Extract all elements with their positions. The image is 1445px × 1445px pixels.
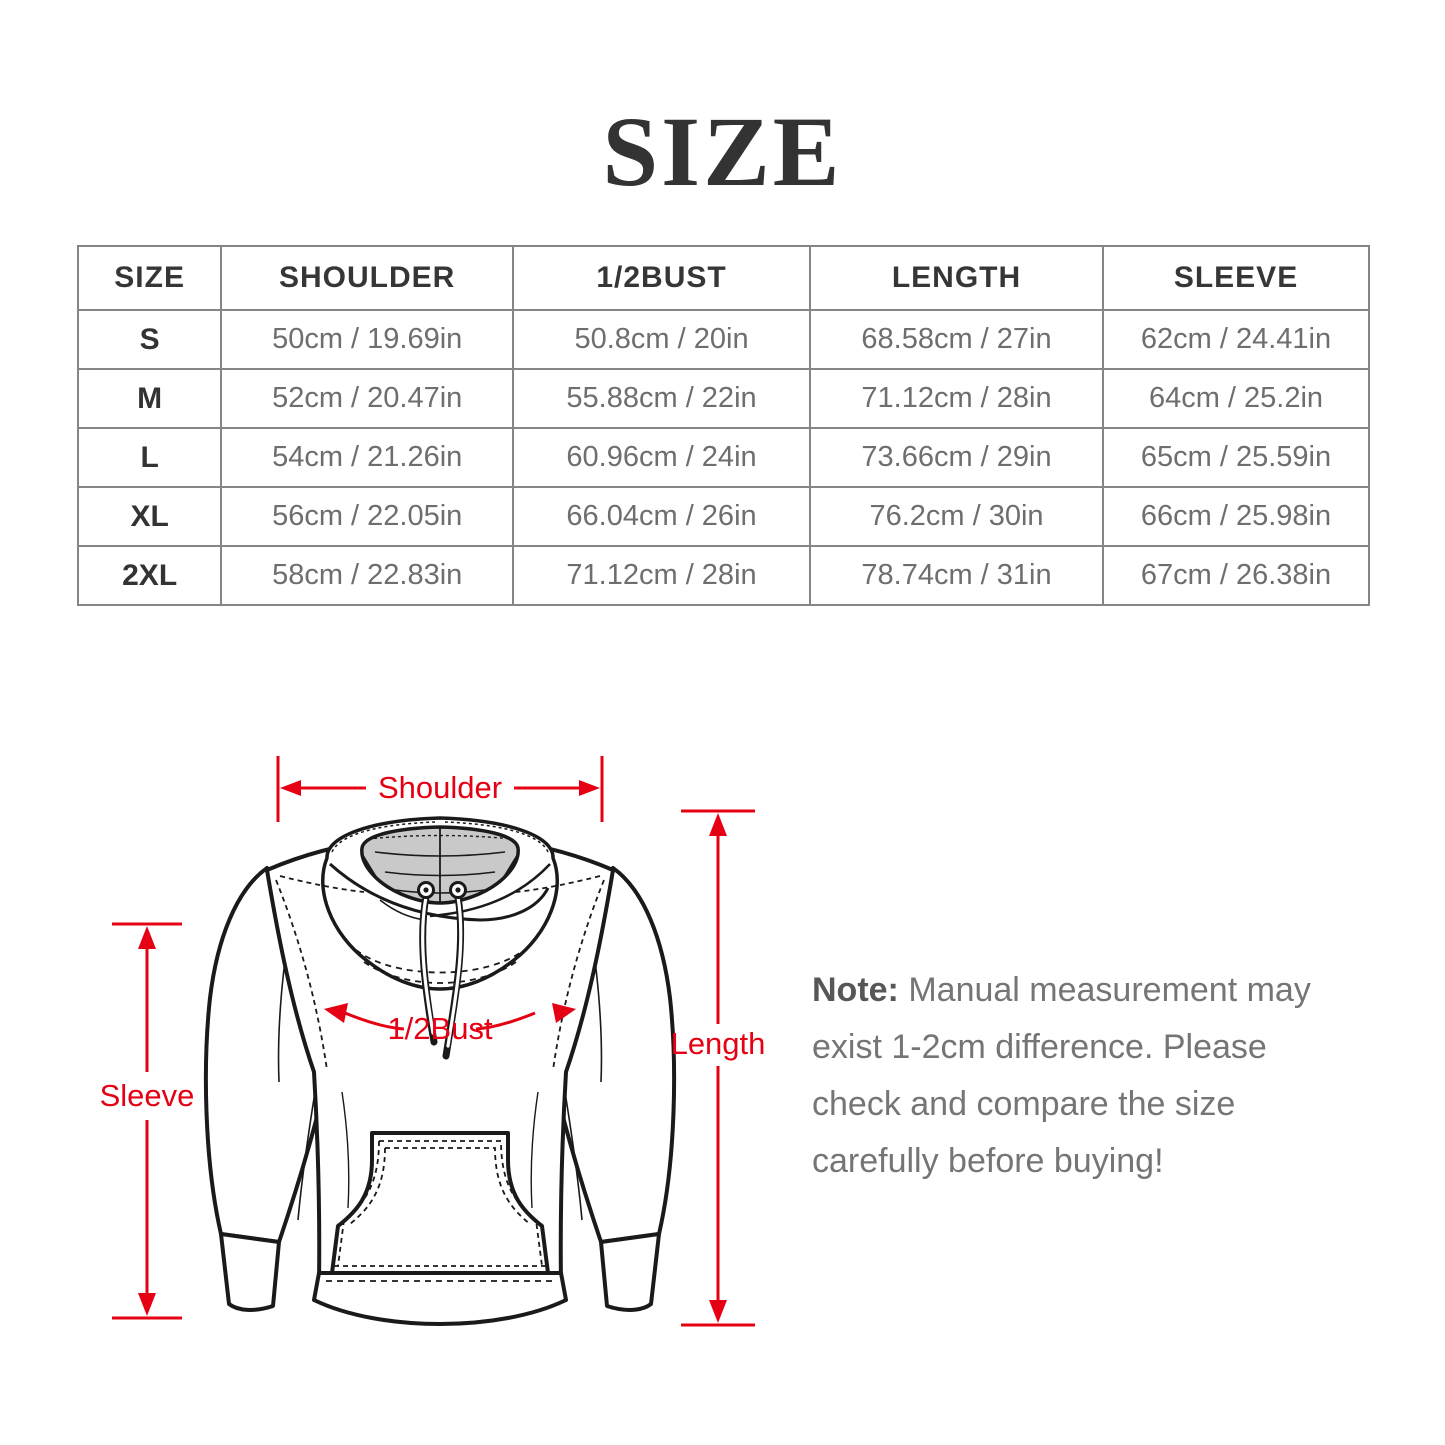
length-measure-arrow bbox=[681, 809, 755, 1327]
col-header-sleeve: SLEEVE bbox=[1102, 245, 1370, 311]
cell-size: L bbox=[76, 427, 223, 488]
cell-size: S bbox=[76, 309, 223, 370]
note-text: Manual measurement may bbox=[898, 971, 1311, 1009]
sleeve-measure-arrow bbox=[112, 922, 182, 1320]
kangaroo-pocket bbox=[330, 1131, 550, 1275]
cell-shoulder: 54cm / 21.26in bbox=[220, 427, 515, 488]
shoulder-label: Shoulder bbox=[378, 770, 502, 805]
cell-bust: 50.8cm / 20in bbox=[512, 309, 811, 370]
note-line: check and compare the size bbox=[812, 1085, 1236, 1123]
half-bust-label: 1/2Bust bbox=[387, 1011, 493, 1046]
hoodie-measurement-diagram: Shoulder 1/2Bust Sleeve Length bbox=[80, 740, 780, 1360]
drawstrings bbox=[417, 881, 467, 1060]
cell-shoulder: 50cm / 19.69in bbox=[220, 309, 515, 370]
cell-sleeve: 65cm / 25.59in bbox=[1102, 427, 1370, 488]
cell-length: 78.74cm / 31in bbox=[808, 545, 1105, 606]
table-row-2xl: 2XL 58cm / 22.83in 71.12cm / 28in 78.74c… bbox=[76, 545, 1370, 606]
cell-sleeve: 64cm / 25.2in bbox=[1102, 368, 1370, 429]
header-row: SIZE SHOULDER 1/2BUST LENGTH SLEEVE bbox=[76, 245, 1370, 311]
hood-collar bbox=[321, 816, 559, 991]
col-header-bust: 1/2BUST bbox=[512, 245, 811, 311]
hoodie-line-art: Shoulder 1/2Bust Sleeve Length bbox=[100, 756, 766, 1327]
shoulder-measure-arrow bbox=[276, 756, 604, 822]
page-title: SIZE bbox=[602, 96, 843, 207]
table-row-l: L 54cm / 21.26in 60.96cm / 24in 73.66cm … bbox=[76, 427, 1370, 488]
cell-size: XL bbox=[76, 486, 223, 547]
cell-bust: 71.12cm / 28in bbox=[512, 545, 811, 606]
cell-shoulder: 58cm / 22.83in bbox=[220, 545, 515, 606]
col-header-shoulder: SHOULDER bbox=[220, 245, 515, 311]
col-header-length: LENGTH bbox=[808, 245, 1105, 311]
cell-bust: 55.88cm / 22in bbox=[512, 368, 811, 429]
cell-sleeve: 62cm / 24.41in bbox=[1102, 309, 1370, 370]
note-line: exist 1-2cm difference. Please bbox=[812, 1028, 1267, 1066]
cell-sleeve: 66cm / 25.98in bbox=[1102, 486, 1370, 547]
table-row-m: M 52cm / 20.47in 55.88cm / 22in 71.12cm … bbox=[76, 368, 1370, 429]
table-row-xl: XL 56cm / 22.05in 66.04cm / 26in 76.2cm … bbox=[76, 486, 1370, 547]
sleeve-label: Sleeve bbox=[100, 1078, 195, 1113]
cell-length: 73.66cm / 29in bbox=[808, 427, 1105, 488]
measurement-note: Note: Manual measurement may exist 1-2cm… bbox=[812, 962, 1382, 1190]
cell-bust: 66.04cm / 26in bbox=[512, 486, 811, 547]
cell-size: M bbox=[76, 368, 223, 429]
cell-length: 76.2cm / 30in bbox=[808, 486, 1105, 547]
size-table-header: SIZE SHOULDER 1/2BUST LENGTH SLEEVE bbox=[76, 245, 1370, 311]
half-bust-measure-arrow bbox=[324, 1003, 576, 1031]
cell-size: 2XL bbox=[76, 545, 223, 606]
size-table-body: S 50cm / 19.69in 50.8cm / 20in 68.58cm /… bbox=[76, 309, 1370, 606]
note-label: Note: bbox=[812, 971, 899, 1009]
cell-sleeve: 67cm / 26.38in bbox=[1102, 545, 1370, 606]
size-table: SIZE SHOULDER 1/2BUST LENGTH SLEEVE S 50… bbox=[76, 245, 1370, 606]
cell-bust: 60.96cm / 24in bbox=[512, 427, 811, 488]
cell-shoulder: 52cm / 20.47in bbox=[220, 368, 515, 429]
note-line: carefully before buying! bbox=[812, 1142, 1164, 1180]
length-label: Length bbox=[671, 1026, 766, 1061]
table-row-s: S 50cm / 19.69in 50.8cm / 20in 68.58cm /… bbox=[76, 309, 1370, 370]
cell-length: 71.12cm / 28in bbox=[808, 368, 1105, 429]
col-header-size: SIZE bbox=[76, 245, 223, 311]
cell-shoulder: 56cm / 22.05in bbox=[220, 486, 515, 547]
waistband bbox=[312, 1271, 568, 1326]
cell-length: 68.58cm / 27in bbox=[808, 309, 1105, 370]
note-line: Note: Manual measurement may bbox=[812, 962, 1382, 1019]
